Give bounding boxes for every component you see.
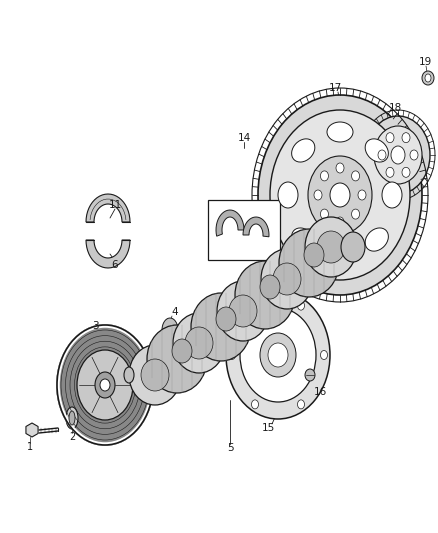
- Ellipse shape: [129, 345, 181, 405]
- Ellipse shape: [279, 229, 339, 297]
- Ellipse shape: [292, 139, 315, 162]
- Ellipse shape: [95, 372, 115, 398]
- Text: 17: 17: [328, 83, 342, 93]
- Ellipse shape: [229, 295, 257, 327]
- Ellipse shape: [366, 116, 430, 194]
- Ellipse shape: [305, 369, 315, 381]
- Text: 4: 4: [172, 307, 178, 317]
- Ellipse shape: [141, 359, 169, 391]
- Ellipse shape: [336, 217, 344, 227]
- Polygon shape: [216, 210, 244, 236]
- Text: 3: 3: [92, 321, 98, 331]
- Text: 1: 1: [27, 442, 33, 452]
- Ellipse shape: [358, 190, 366, 200]
- Ellipse shape: [305, 217, 357, 277]
- Ellipse shape: [321, 209, 328, 219]
- Ellipse shape: [352, 209, 360, 219]
- Ellipse shape: [100, 379, 110, 391]
- Ellipse shape: [391, 146, 405, 164]
- Ellipse shape: [260, 275, 280, 299]
- Ellipse shape: [327, 248, 353, 268]
- Ellipse shape: [147, 325, 207, 393]
- Ellipse shape: [185, 327, 213, 359]
- Ellipse shape: [378, 150, 386, 160]
- Polygon shape: [86, 240, 130, 268]
- Ellipse shape: [292, 228, 315, 251]
- Text: 16: 16: [313, 387, 327, 397]
- Text: 19: 19: [418, 57, 431, 67]
- Text: 5: 5: [227, 443, 233, 453]
- Ellipse shape: [251, 400, 258, 409]
- Text: 15: 15: [261, 423, 275, 433]
- Ellipse shape: [258, 95, 422, 295]
- Ellipse shape: [374, 126, 422, 184]
- Ellipse shape: [172, 339, 192, 363]
- Text: 11: 11: [108, 200, 122, 210]
- Ellipse shape: [226, 291, 330, 419]
- Ellipse shape: [57, 325, 153, 445]
- Polygon shape: [86, 194, 130, 222]
- Text: 2: 2: [69, 432, 75, 442]
- Ellipse shape: [402, 167, 410, 177]
- Ellipse shape: [317, 231, 345, 263]
- Ellipse shape: [260, 333, 296, 377]
- Ellipse shape: [77, 350, 133, 420]
- Polygon shape: [162, 318, 178, 330]
- Ellipse shape: [425, 74, 431, 82]
- Ellipse shape: [386, 133, 394, 143]
- Ellipse shape: [124, 367, 134, 383]
- Ellipse shape: [336, 163, 344, 173]
- Ellipse shape: [410, 150, 418, 160]
- Ellipse shape: [216, 307, 236, 331]
- Bar: [208, 200, 280, 260]
- Ellipse shape: [235, 261, 295, 329]
- Ellipse shape: [330, 183, 350, 207]
- Polygon shape: [26, 423, 38, 437]
- Ellipse shape: [365, 228, 389, 251]
- Text: 6: 6: [112, 260, 118, 270]
- Ellipse shape: [261, 249, 313, 309]
- Ellipse shape: [173, 313, 225, 373]
- Ellipse shape: [382, 182, 402, 208]
- Ellipse shape: [217, 281, 269, 341]
- Ellipse shape: [321, 351, 328, 359]
- Ellipse shape: [304, 243, 324, 267]
- Ellipse shape: [229, 351, 236, 359]
- Ellipse shape: [191, 293, 251, 361]
- Ellipse shape: [268, 343, 288, 367]
- Polygon shape: [243, 217, 269, 237]
- Text: 18: 18: [389, 103, 402, 113]
- Ellipse shape: [278, 182, 298, 208]
- Ellipse shape: [270, 110, 410, 280]
- Ellipse shape: [327, 122, 353, 142]
- Ellipse shape: [240, 308, 316, 402]
- Ellipse shape: [321, 171, 328, 181]
- Ellipse shape: [341, 232, 365, 262]
- Ellipse shape: [251, 301, 258, 310]
- Ellipse shape: [386, 167, 394, 177]
- Ellipse shape: [422, 71, 434, 85]
- Ellipse shape: [365, 139, 389, 162]
- Ellipse shape: [402, 133, 410, 143]
- Ellipse shape: [273, 263, 301, 295]
- Text: 14: 14: [237, 133, 251, 143]
- Ellipse shape: [66, 407, 78, 429]
- Ellipse shape: [314, 190, 322, 200]
- Ellipse shape: [308, 156, 372, 234]
- Ellipse shape: [297, 301, 304, 310]
- Ellipse shape: [69, 411, 75, 425]
- Ellipse shape: [352, 171, 360, 181]
- Ellipse shape: [297, 400, 304, 409]
